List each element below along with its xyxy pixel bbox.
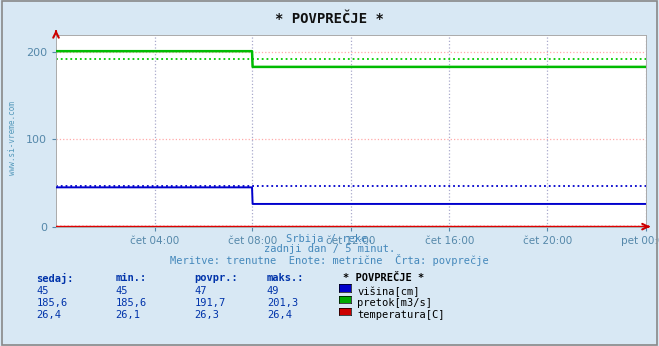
Text: * POVPREČJE *: * POVPREČJE * — [343, 273, 424, 283]
Text: 191,7: 191,7 — [194, 298, 225, 308]
Text: * POVPREČJE *: * POVPREČJE * — [275, 12, 384, 26]
Text: 26,4: 26,4 — [36, 310, 61, 320]
Text: 26,4: 26,4 — [267, 310, 292, 320]
Text: 201,3: 201,3 — [267, 298, 298, 308]
Text: sedaj:: sedaj: — [36, 273, 74, 284]
Text: zadnji dan / 5 minut.: zadnji dan / 5 minut. — [264, 244, 395, 254]
Text: maks.:: maks.: — [267, 273, 304, 283]
Text: 26,1: 26,1 — [115, 310, 140, 320]
Text: Meritve: trenutne  Enote: metrične  Črta: povprečje: Meritve: trenutne Enote: metrične Črta: … — [170, 254, 489, 266]
Text: 49: 49 — [267, 286, 279, 297]
Text: min.:: min.: — [115, 273, 146, 283]
Text: temperatura[C]: temperatura[C] — [357, 310, 445, 320]
Text: 47: 47 — [194, 286, 207, 297]
Text: 185,6: 185,6 — [115, 298, 146, 308]
Text: povpr.:: povpr.: — [194, 273, 238, 283]
Text: 45: 45 — [36, 286, 49, 297]
Text: 45: 45 — [115, 286, 128, 297]
Text: višina[cm]: višina[cm] — [357, 286, 420, 297]
Text: Srbija / reke.: Srbija / reke. — [286, 234, 373, 244]
Text: 26,3: 26,3 — [194, 310, 219, 320]
Text: pretok[m3/s]: pretok[m3/s] — [357, 298, 432, 308]
Text: 185,6: 185,6 — [36, 298, 67, 308]
Text: www.si-vreme.com: www.si-vreme.com — [8, 101, 17, 175]
